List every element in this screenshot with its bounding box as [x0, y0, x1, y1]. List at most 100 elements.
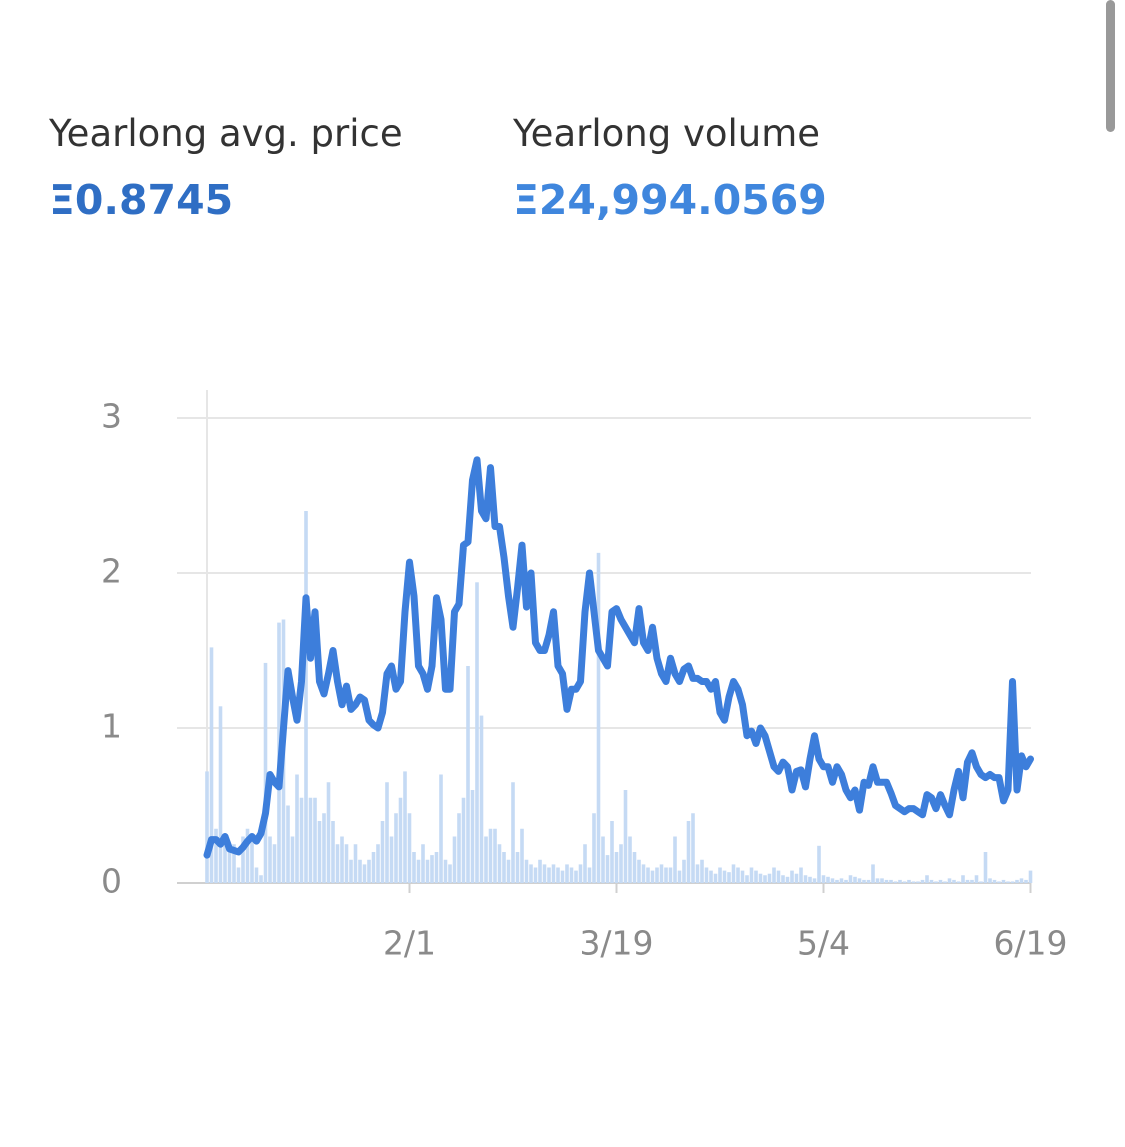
volume-bar — [916, 881, 920, 883]
volume-bar — [920, 879, 925, 883]
volume-bar — [718, 867, 722, 883]
volume-bar — [565, 864, 569, 883]
volume-bar — [632, 852, 637, 883]
volume-bar — [376, 844, 380, 883]
volume-bar — [934, 881, 938, 883]
volume-bar — [844, 879, 848, 883]
volume-bar — [893, 881, 898, 883]
volume-bar — [380, 821, 385, 883]
volume-bar — [452, 836, 457, 883]
volume-bar — [794, 873, 799, 883]
volume-bar — [749, 867, 754, 883]
scrollbar — [1106, 0, 1115, 132]
volume-bar — [871, 864, 875, 883]
volume-bar — [817, 845, 821, 883]
volume-bar — [470, 790, 475, 883]
volume-bar — [853, 876, 857, 883]
volume-bar — [979, 881, 983, 883]
volume-bar — [538, 859, 542, 883]
volume-bar — [412, 852, 416, 883]
volume-bar — [569, 867, 574, 883]
volume-bar — [763, 875, 767, 883]
volume-bar — [835, 879, 839, 883]
volume-bar — [655, 867, 659, 883]
volume-bar — [250, 839, 254, 883]
volume-bar — [704, 867, 709, 883]
volume-bar — [214, 828, 218, 883]
volume-bar — [520, 828, 524, 883]
volume-bar — [493, 828, 497, 883]
volume-bar — [641, 864, 646, 883]
volume-bar — [839, 878, 844, 883]
volume-bar — [884, 879, 889, 883]
volume-bar — [218, 706, 223, 883]
volume-bar — [866, 879, 871, 883]
volume-bar — [236, 867, 241, 883]
stat-value: Ξ24,994.0569 — [513, 176, 827, 224]
volume-bar — [812, 878, 817, 883]
volume-bar — [511, 782, 515, 883]
stat-label: Yearlong volume — [513, 112, 821, 155]
volume-bar — [371, 852, 376, 883]
volume-bar — [349, 859, 353, 883]
volume-bar — [938, 879, 943, 883]
volume-bar — [659, 864, 664, 883]
volume-bar — [821, 875, 826, 883]
volume-bar — [1028, 870, 1033, 883]
volume-bar — [826, 876, 830, 883]
volume-bar — [205, 771, 209, 883]
volume-bar — [560, 870, 565, 883]
x-tick-label: 2/1 — [383, 924, 436, 963]
volume-bar — [830, 878, 835, 883]
volume-bar — [673, 836, 677, 883]
volume-bar — [475, 582, 479, 883]
volume-bar — [1015, 879, 1019, 883]
volume-bar — [988, 878, 992, 883]
volume-bar — [961, 875, 965, 883]
volume-bar — [736, 867, 740, 883]
volume-bar — [416, 859, 421, 883]
volume-bar — [439, 774, 443, 883]
volume-bar — [646, 867, 650, 883]
volume-bar — [587, 867, 592, 883]
volume-bar — [547, 867, 551, 883]
volume-bar — [385, 782, 389, 883]
volume-bar — [754, 870, 758, 883]
volume-bar — [443, 859, 448, 883]
volume-bar — [1006, 881, 1010, 883]
volume-bar — [574, 870, 578, 883]
volume-bar — [551, 864, 556, 883]
volume-bar — [290, 836, 295, 883]
volume-bar — [677, 870, 682, 883]
volume-bar — [506, 859, 511, 883]
volume-bar — [223, 836, 227, 883]
x-tick-label: 3/19 — [579, 924, 653, 963]
volume-bar — [407, 813, 412, 883]
volume-bar — [614, 852, 619, 883]
volume-bar — [367, 859, 371, 883]
volume-bar — [668, 867, 673, 883]
volume-bar — [857, 878, 862, 883]
volume-bar — [353, 844, 358, 883]
volume-bar — [232, 844, 236, 883]
volume-bar — [263, 662, 268, 883]
stat-label: Yearlong avg. price — [49, 112, 403, 155]
volume-bar — [799, 867, 803, 883]
volume-bar — [745, 875, 749, 883]
volume-bar — [952, 879, 956, 883]
volume-bar — [803, 875, 808, 883]
volume-bar — [434, 852, 439, 883]
volume-bar — [772, 867, 776, 883]
volume-bar — [317, 821, 322, 883]
volume-bar — [965, 879, 970, 883]
volume-bar — [605, 855, 610, 883]
volume-bar — [776, 870, 781, 883]
volume-bar — [362, 864, 367, 883]
price-line — [203, 456, 1034, 859]
x-tick-label: 5/4 — [797, 924, 850, 963]
volume-bar — [943, 881, 947, 883]
volume-bar — [781, 875, 785, 883]
